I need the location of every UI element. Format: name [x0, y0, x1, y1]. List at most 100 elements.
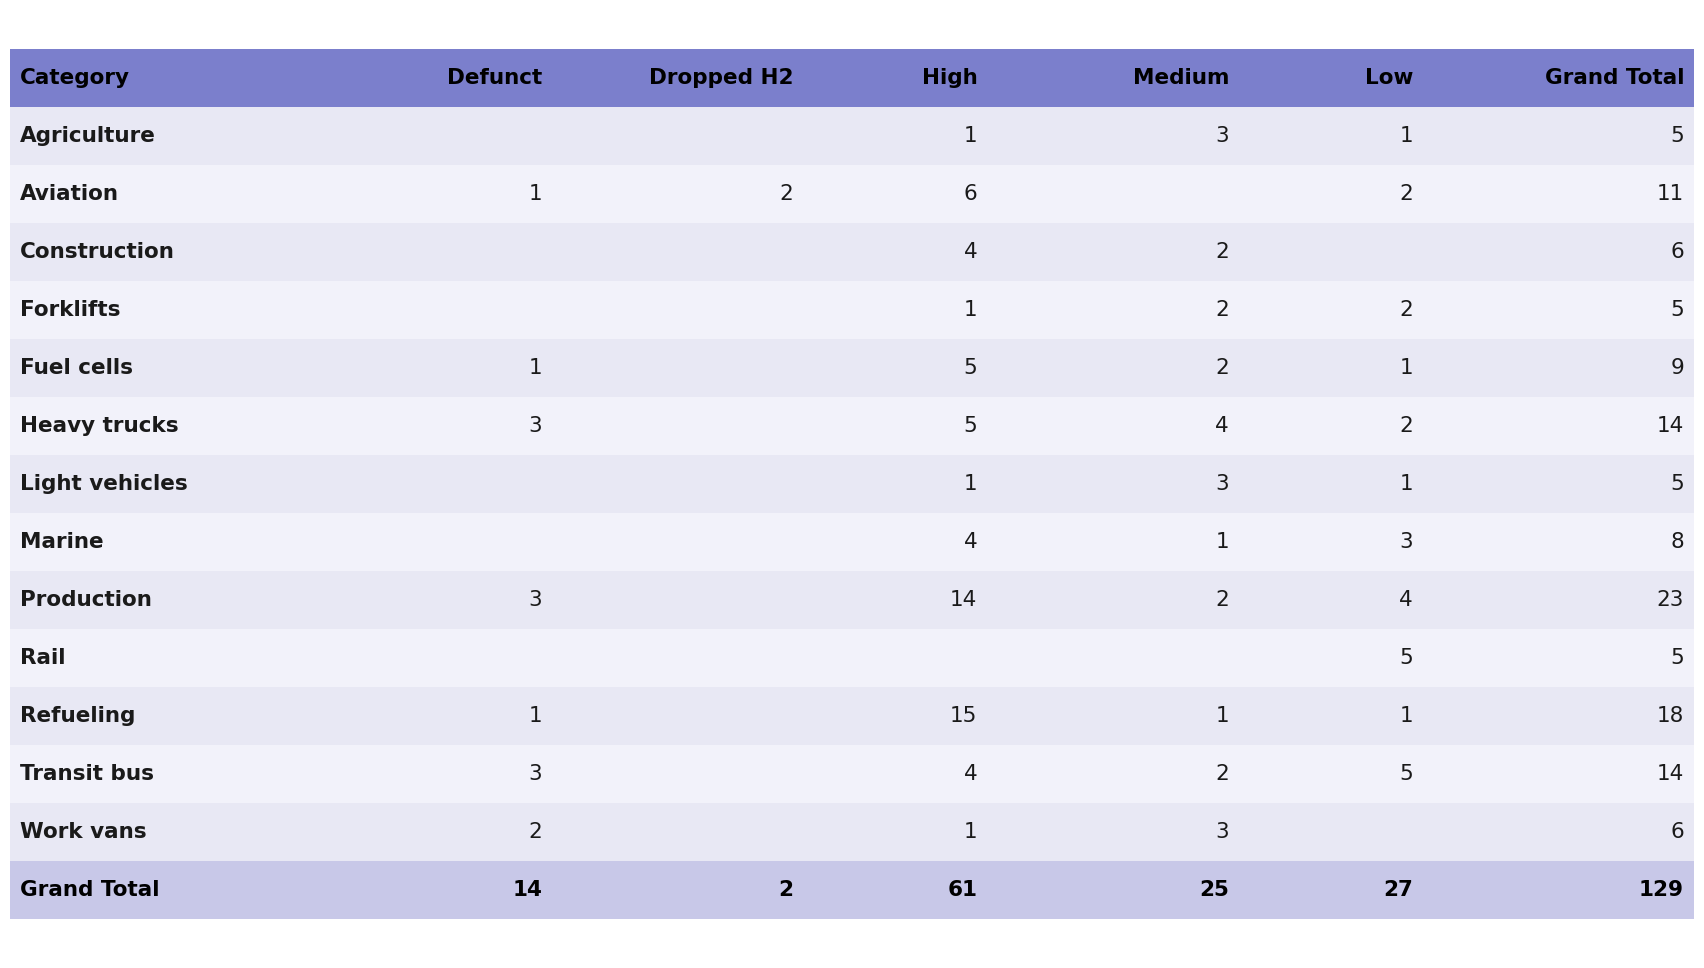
Text: 2: 2 — [780, 184, 794, 204]
Bar — [804, 745, 988, 803]
Bar — [1239, 861, 1423, 919]
Bar — [804, 339, 988, 397]
Text: 1: 1 — [1215, 532, 1229, 552]
Bar — [1423, 397, 1694, 455]
Text: 3: 3 — [528, 764, 542, 784]
Bar — [368, 861, 552, 919]
Bar — [1423, 571, 1694, 629]
Text: 2: 2 — [1399, 300, 1413, 320]
Text: 2: 2 — [528, 822, 542, 842]
Bar — [804, 281, 988, 339]
Text: 3: 3 — [1215, 474, 1229, 494]
Bar — [1423, 223, 1694, 281]
Bar — [1239, 571, 1423, 629]
Bar — [552, 49, 804, 107]
Bar — [1423, 455, 1694, 513]
Bar — [1423, 49, 1694, 107]
Text: 4: 4 — [964, 242, 978, 262]
Text: 3: 3 — [1215, 822, 1229, 842]
Bar — [368, 165, 552, 223]
Bar — [368, 49, 552, 107]
Bar — [368, 223, 552, 281]
Bar — [988, 629, 1239, 687]
Bar — [988, 339, 1239, 397]
Bar — [1423, 165, 1694, 223]
Bar — [988, 803, 1239, 861]
Bar — [1239, 165, 1423, 223]
Bar — [804, 571, 988, 629]
Text: 1: 1 — [1399, 474, 1413, 494]
Text: 11: 11 — [1656, 184, 1684, 204]
Text: 2: 2 — [1215, 300, 1229, 320]
Text: 6: 6 — [1670, 242, 1684, 262]
Bar — [1239, 513, 1423, 571]
Text: Grand Total: Grand Total — [20, 880, 160, 900]
Bar — [10, 397, 368, 455]
Bar — [1239, 745, 1423, 803]
Text: Category: Category — [20, 68, 130, 88]
Bar — [1423, 281, 1694, 339]
Bar — [988, 223, 1239, 281]
Text: Medium: Medium — [1133, 68, 1229, 88]
Bar — [988, 49, 1239, 107]
Bar — [10, 513, 368, 571]
Bar — [1239, 687, 1423, 745]
Bar — [988, 861, 1239, 919]
Bar — [1239, 223, 1423, 281]
Text: 5: 5 — [1670, 648, 1684, 668]
Text: Defunct: Defunct — [446, 68, 542, 88]
Text: 5: 5 — [1399, 764, 1413, 784]
Text: High: High — [922, 68, 978, 88]
Bar — [10, 455, 368, 513]
Bar — [1239, 397, 1423, 455]
Bar — [804, 397, 988, 455]
Bar — [10, 861, 368, 919]
Bar — [988, 513, 1239, 571]
Bar — [1239, 49, 1423, 107]
Text: Forklifts: Forklifts — [20, 300, 121, 320]
Bar — [1239, 107, 1423, 165]
Bar — [368, 745, 552, 803]
Text: Low: Low — [1365, 68, 1413, 88]
Text: 14: 14 — [1656, 764, 1684, 784]
Bar — [552, 339, 804, 397]
Bar — [1239, 281, 1423, 339]
Text: 1: 1 — [964, 822, 978, 842]
Text: 1: 1 — [1215, 706, 1229, 726]
Text: Grand Total: Grand Total — [1544, 68, 1684, 88]
Bar — [1239, 455, 1423, 513]
Bar — [552, 861, 804, 919]
Text: 3: 3 — [1399, 532, 1413, 552]
Bar — [1423, 861, 1694, 919]
Text: 2: 2 — [1215, 242, 1229, 262]
Bar — [368, 687, 552, 745]
Text: 5: 5 — [1670, 300, 1684, 320]
Text: 8: 8 — [1670, 532, 1684, 552]
Bar — [1423, 339, 1694, 397]
Bar — [10, 49, 368, 107]
Text: 4: 4 — [964, 764, 978, 784]
Text: 2: 2 — [1215, 764, 1229, 784]
Text: 2: 2 — [1215, 358, 1229, 378]
Text: 2: 2 — [779, 880, 794, 900]
Bar — [10, 629, 368, 687]
Bar — [10, 687, 368, 745]
Bar — [1239, 629, 1423, 687]
Bar — [804, 223, 988, 281]
Bar — [1239, 803, 1423, 861]
Text: 129: 129 — [1639, 880, 1684, 900]
Text: Aviation: Aviation — [20, 184, 119, 204]
Text: 5: 5 — [1399, 648, 1413, 668]
Text: Production: Production — [20, 590, 152, 610]
Text: Marine: Marine — [20, 532, 104, 552]
Text: 14: 14 — [1656, 416, 1684, 436]
Bar — [368, 339, 552, 397]
Text: 6: 6 — [964, 184, 978, 204]
Bar — [10, 803, 368, 861]
Bar — [988, 745, 1239, 803]
Text: Agriculture: Agriculture — [20, 126, 155, 146]
Text: 2: 2 — [1215, 590, 1229, 610]
Bar — [10, 165, 368, 223]
Bar — [552, 745, 804, 803]
Bar — [988, 397, 1239, 455]
